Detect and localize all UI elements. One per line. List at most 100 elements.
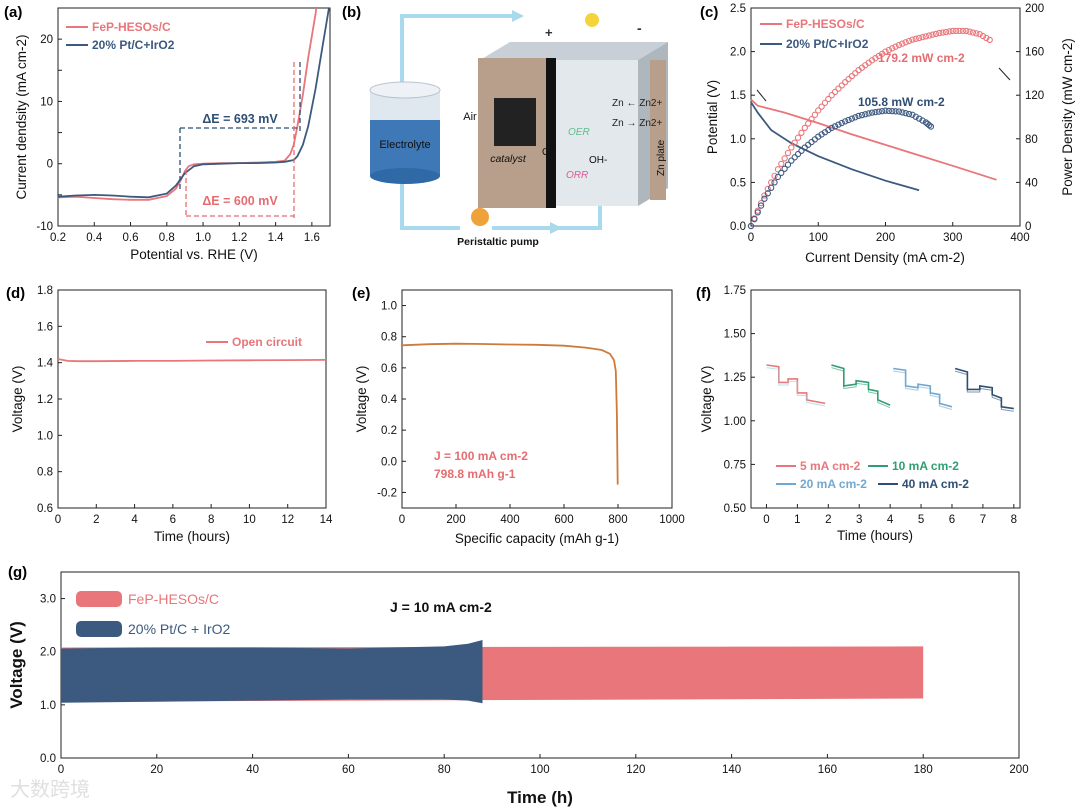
panel-b-minus-label: -: [637, 20, 642, 36]
panel-b-zn-reaction-1: Zn ← Zn2+: [612, 98, 662, 109]
x-tick-label: 1.0: [195, 232, 211, 244]
panel-c-power-point: [952, 27, 960, 35]
y-tick-label: 0.8: [37, 467, 53, 479]
panel-c-polarization-line-1: [750, 101, 920, 192]
panel-c: (c) 0 100 200 300 400 0.0 0.5 1.0 1.5 2.0 2.5 0 40…: [700, 3, 1075, 265]
y-tick-label: 1.5: [730, 90, 746, 102]
panel-c-power-point: [808, 116, 815, 123]
panel-a-legend-pt: 20% Pt/C+IrO2: [92, 38, 175, 52]
panel-d-open-circuit-line: [57, 358, 327, 363]
panel-g-legend-swatch-pt: [76, 621, 122, 637]
x-tick-label: 3: [856, 514, 862, 526]
x-tick-label: 8: [1011, 514, 1017, 526]
panel-c-power-point: [751, 216, 758, 223]
x-tick-label: 20: [150, 764, 163, 776]
panel-g-annotation-current: J = 10 mA cm-2: [390, 599, 492, 615]
panel-c-series: [747, 27, 997, 230]
panel-c-power-point: [794, 134, 802, 141]
panel-d-label: (d): [6, 285, 25, 302]
panel-c-power-point: [784, 161, 792, 168]
panel-a-label: (a): [4, 4, 22, 21]
y-tick-label: 0: [47, 159, 53, 171]
panel-g-x-ticks: 0 20 40 60 80 100 120 140 160 180 200: [58, 754, 1029, 776]
x-tick-label: 0: [748, 232, 754, 244]
panel-f-y-axis-label: Voltage (V): [699, 366, 714, 433]
y-tick-label: 1.0: [40, 700, 56, 712]
panel-e-discharge-line: [401, 342, 619, 485]
panel-c-power-point: [794, 150, 802, 158]
panel-c-power-point: [882, 107, 889, 114]
x-tick-label: 200: [1009, 764, 1028, 776]
panel-b-zn-plate: [650, 60, 666, 200]
panel-g-legend-fep: FeP-HESOs/C: [128, 591, 219, 607]
panel-c-power-point: [771, 172, 778, 180]
panel-g: (g) 0 20 40 60 80 100 120 140 160 180 200 0.0 1.0 2.…: [7, 564, 1029, 807]
panel-c-power-point: [825, 95, 832, 103]
panel-c-power-point: [915, 115, 923, 122]
panel-c-power-point: [895, 41, 903, 49]
x-tick-label: 200: [446, 514, 465, 526]
panel-c-power-point: [973, 30, 980, 37]
panel-c-power-point: [875, 108, 882, 115]
panel-c-power-point: [831, 88, 839, 96]
panel-c-y-axis-label: Potential (V): [705, 80, 720, 154]
panel-a: (a) 0.2 0.4 0.6 0.8 1.0 1.2 1.4 1.6 -10 0 10 20 Po…: [4, 4, 331, 262]
panel-b-plus-label: +: [545, 25, 553, 40]
panel-a-x-axis-label: Potential vs. RHE (V): [130, 247, 258, 262]
x-tick-label: 0: [58, 764, 64, 776]
panel-e-y-axis-label: Voltage (V): [354, 366, 369, 433]
panel-a-series: [58, 8, 330, 201]
panel-a-x-ticks: 0.2 0.4 0.6 0.8 1.0 1.2 1.4 1.6: [50, 222, 320, 244]
panel-g-legend-pt: 20% Pt/C + IrO2: [128, 621, 231, 637]
panel-c-power-point: [781, 155, 788, 162]
x-tick-label: 0.8: [159, 232, 175, 244]
panel-c-power-point: [858, 111, 866, 119]
y-tick-label: 1.75: [724, 285, 746, 297]
panel-f-legend-40: 40 mA cm-2: [902, 477, 969, 491]
panel-b-schematic: (b) Electrolyte catalyst Air O2 OER ORR …: [342, 4, 668, 248]
panel-f-rate-band-1: [831, 367, 891, 409]
x-tick-label: 100: [809, 232, 828, 244]
x-tick-label: 0.2: [50, 232, 66, 244]
x-tick-label: 7: [980, 514, 986, 526]
panel-a-annotation-693: ΔE = 693 mV: [202, 112, 278, 126]
panel-f-rate-band-3: [954, 370, 1014, 412]
panel-c-power-point: [885, 46, 893, 54]
panel-c-power-point: [842, 78, 849, 86]
x-tick-label: 0.4: [86, 232, 103, 244]
panel-c-power-point: [781, 165, 788, 172]
panel-c-power-point: [986, 36, 993, 44]
panel-a-y-ticks: -10 0 10 20: [36, 34, 62, 233]
y-tick-label: 1.8: [37, 285, 53, 297]
panel-c-power-point: [778, 160, 785, 168]
panel-f-rate-band-2: [893, 370, 953, 410]
panel-c-power-point: [956, 27, 963, 35]
x-tick-label: 0: [399, 514, 405, 526]
panel-c-power-point: [828, 124, 835, 132]
panel-c-power-point: [966, 28, 973, 35]
y-tick-label: 10: [40, 96, 53, 108]
y-tick-label: -10: [36, 221, 53, 233]
x-tick-label: 600: [554, 514, 573, 526]
panel-f-series: [766, 364, 1014, 412]
panel-c-power-point: [852, 114, 859, 121]
x-tick-label: 1.2: [231, 232, 247, 244]
panel-c-annotation-peak-fep: 179.2 mW cm-2: [878, 51, 965, 65]
panel-c-power-point: [979, 32, 987, 40]
panel-c-power-point: [892, 108, 899, 115]
panel-c-power-point: [811, 111, 819, 118]
y-tick-label: 20: [40, 34, 53, 46]
panel-c-power-point: [747, 222, 755, 230]
panel-b-orr-label: ORR: [566, 170, 588, 181]
x-tick-label: 60: [342, 764, 355, 776]
panel-c-power-point: [919, 117, 926, 124]
panel-c-power-point: [845, 75, 852, 83]
y-tick-label: -0.2: [377, 487, 397, 499]
x-tick-label: 200: [876, 232, 895, 244]
x-tick-label: 1.4: [268, 232, 285, 244]
y-tick-label: 1.50: [724, 329, 746, 341]
panel-f-legend-5: 5 mA cm-2: [800, 459, 861, 473]
panel-b-cell-top: [480, 42, 668, 60]
panel-g-label: (g): [8, 564, 27, 581]
panel-c-power-point: [838, 119, 845, 127]
